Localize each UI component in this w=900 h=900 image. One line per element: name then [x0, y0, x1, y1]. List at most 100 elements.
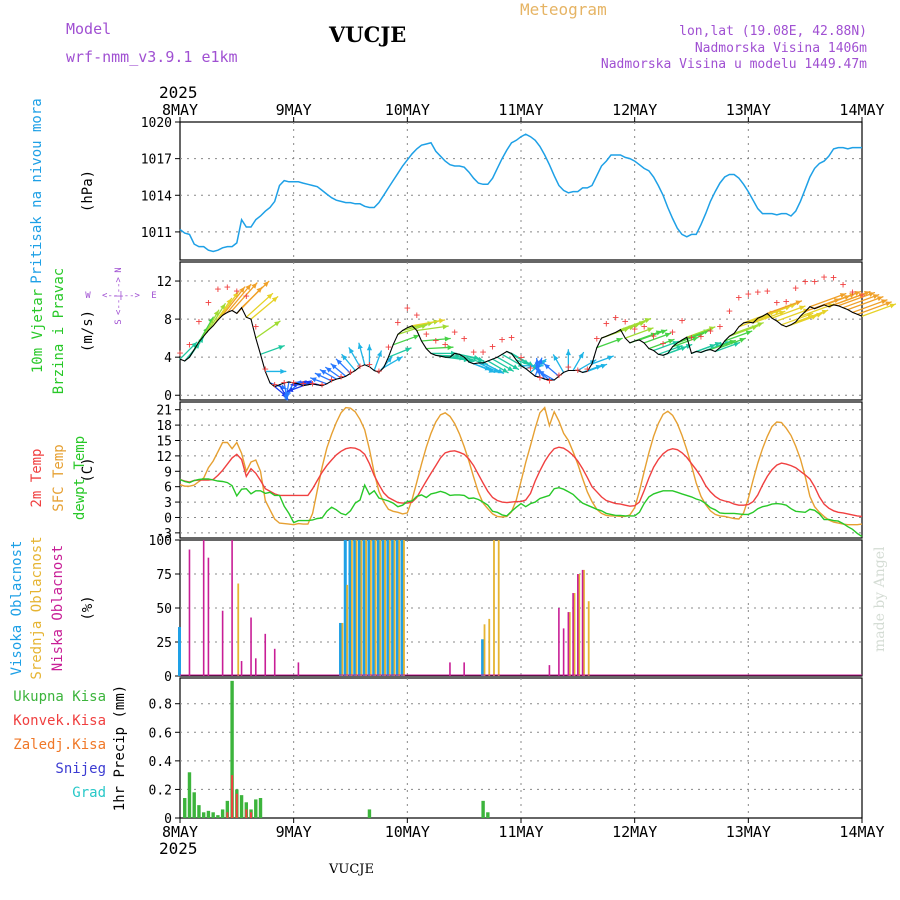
- y-axis-label: (%): [80, 595, 96, 620]
- y-tick-label: 1014: [141, 189, 172, 204]
- wind-arrow: [226, 283, 252, 314]
- gust-marker: +: [593, 332, 600, 345]
- temp-side-label-dewpt: dewpt Temp: [72, 436, 88, 520]
- wind-arrow-head: [376, 350, 382, 357]
- panel-precip: 0 0.2 0.4 0.6 0.8 1hr Precip (mm): [112, 677, 863, 827]
- wind-arrow: [771, 305, 806, 319]
- cloud-mid-bar: [237, 583, 240, 676]
- gust-marker: +: [234, 285, 241, 298]
- wind-arrow-head: [821, 309, 828, 315]
- x-tick-label-top: 10MAY: [385, 101, 430, 119]
- rain-total-bar: [201, 812, 206, 818]
- gust-marker: +: [480, 345, 487, 358]
- year-bottom: 2025: [159, 839, 198, 858]
- gust-marker: +: [300, 377, 307, 390]
- rain-total-bar: [216, 815, 220, 818]
- precip-bars: [183, 680, 490, 818]
- gust-marker: +: [726, 305, 733, 318]
- pressure-side-label: Pritisak na nivou mora: [29, 98, 45, 283]
- gust-marker: +: [489, 340, 496, 353]
- gust-marker: +: [830, 271, 837, 284]
- cloud-low-bar: [264, 633, 267, 676]
- wind-arrow: [832, 290, 871, 306]
- wind-arrow: [776, 308, 810, 322]
- wind-arrow-head: [266, 293, 273, 300]
- gust-marker: +: [537, 371, 544, 384]
- wind-arrow-head: [497, 368, 504, 374]
- credit: made by Angel: [872, 546, 888, 653]
- gust-marker: +: [764, 285, 771, 298]
- wind-arrow-head: [745, 330, 752, 336]
- gust-marker: +: [754, 286, 761, 299]
- wind-arrow-head: [795, 300, 802, 306]
- wind-arrow-head: [300, 380, 307, 386]
- compass-legend: N W E S <--|--><--|-->: [85, 267, 156, 324]
- gust-marker: +: [215, 283, 222, 296]
- y-tick-label: 1020: [141, 116, 172, 131]
- wind-arrow-head: [889, 303, 896, 309]
- gust-marker: +: [840, 278, 847, 291]
- wind-arrow-head: [676, 345, 683, 351]
- wind-arrow-head: [733, 341, 740, 347]
- wind-arrow-head: [600, 363, 607, 369]
- wind-arrow-head: [320, 369, 327, 375]
- rain-total-bar: [486, 812, 490, 818]
- wind-arrow-head: [647, 327, 654, 333]
- wind-arrow-head: [502, 367, 509, 373]
- gust-marker: +: [518, 351, 525, 364]
- cloud-mid-bar: [346, 584, 349, 676]
- wind-arrow-head: [278, 345, 285, 351]
- gust-marker: +: [243, 289, 250, 302]
- wind-arrow: [851, 299, 888, 314]
- wind-arrow: [837, 291, 876, 307]
- gust-marker: +: [849, 286, 856, 299]
- wind-speed-line: [179, 304, 863, 388]
- y-tick-label: 12: [156, 275, 172, 290]
- gust-marker: +: [290, 376, 297, 389]
- cloud-mid-bar: [497, 540, 500, 676]
- cloud-mid-bar: [587, 601, 590, 676]
- wind-arrow-head: [357, 343, 363, 350]
- gust-marker: +: [413, 308, 420, 321]
- cloud-mid-bar: [583, 569, 585, 676]
- rain-convective-bar: [250, 812, 253, 818]
- gust-marker: +: [271, 378, 278, 391]
- rain-total-bar: [197, 805, 201, 818]
- wind-arrow-head: [660, 329, 667, 335]
- model-name: wrf-nmm_v3.9.1 e1km: [66, 48, 238, 66]
- cloud-mid-bar: [355, 540, 358, 676]
- gust-marker: +: [281, 376, 288, 389]
- cloud-high-bar: [362, 540, 366, 676]
- cloud-low-bar: [548, 665, 551, 676]
- y-tick-label: 8: [164, 313, 172, 328]
- rain-total-bar: [230, 680, 234, 818]
- gust-marker: +: [575, 364, 582, 377]
- precip-legend-item: Snijeg: [55, 761, 106, 777]
- wind-arrow-head: [885, 301, 892, 307]
- y-tick-label: 1011: [141, 226, 172, 241]
- gust-marker: +: [347, 365, 354, 378]
- gust-marker: +: [442, 338, 449, 351]
- wind-arrow-head: [325, 367, 332, 373]
- cloud-mid-bar: [398, 540, 401, 676]
- x-tick-label-top: 13MAY: [726, 101, 771, 119]
- wind-arrow-head: [271, 296, 278, 303]
- wind-arrow: [245, 292, 274, 318]
- cloud-high-bar: [376, 540, 380, 676]
- x-tick-label-bottom: 14MAY: [839, 823, 884, 841]
- gust-marker: +: [641, 320, 648, 333]
- cloud-mid-bar: [393, 540, 396, 676]
- gust-marker: +: [556, 368, 563, 381]
- t2m-line: [179, 446, 863, 518]
- cloud-mid-bar: [573, 593, 576, 676]
- gust-marker: +: [603, 317, 610, 330]
- rain-total-bar: [211, 812, 215, 818]
- wind-arrow-head: [287, 387, 294, 393]
- wind-arrow: [212, 297, 233, 327]
- pressure-line: [179, 133, 862, 253]
- y-tick-label: 50: [156, 602, 172, 617]
- cloud-bars: [178, 540, 862, 676]
- gust-marker: +: [688, 331, 695, 344]
- wind-arrow: [240, 280, 270, 309]
